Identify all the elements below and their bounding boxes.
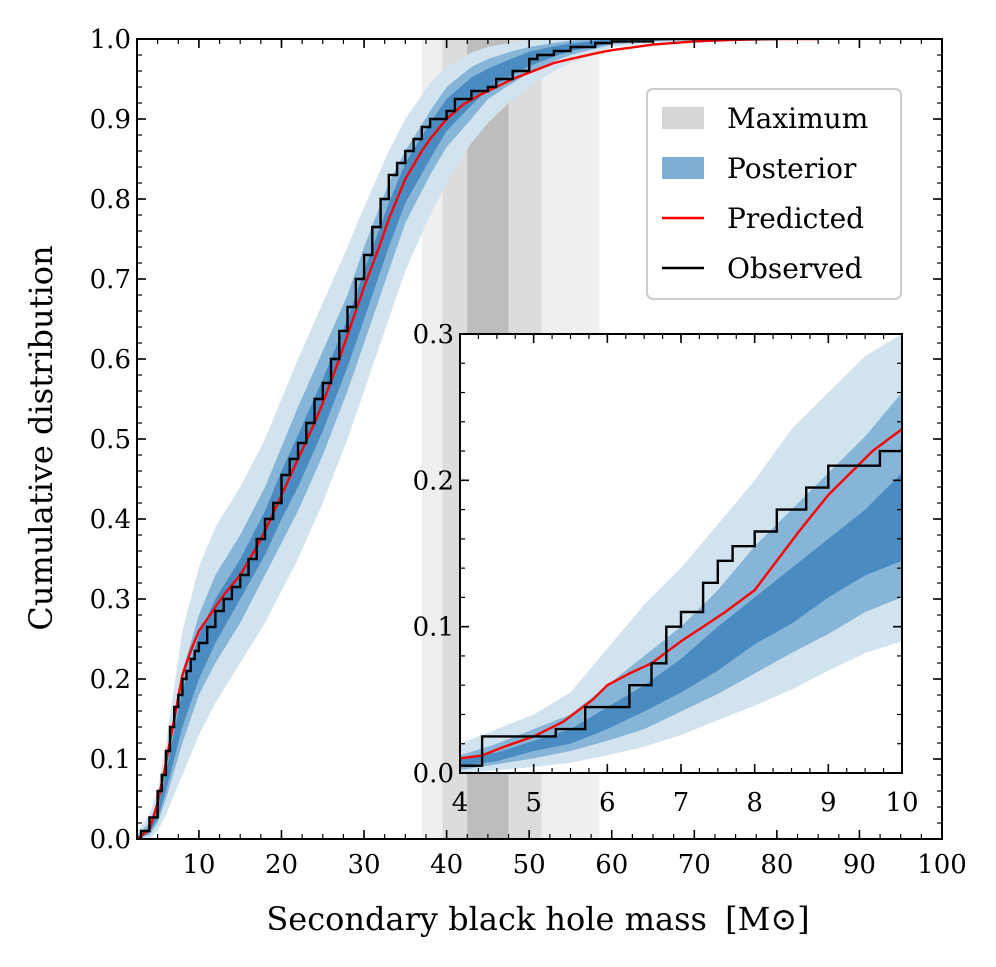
main-x-tick-label: 20 xyxy=(265,850,298,880)
main-x-tick-label: 40 xyxy=(430,850,463,880)
main-x-tick-label: 70 xyxy=(678,850,711,880)
inset-x-tick-label: 10 xyxy=(885,788,918,818)
legend-item-observed: Observed xyxy=(662,252,863,285)
y-axis-title: Cumulative distribution xyxy=(22,245,60,630)
inset-y-tick-label: 0.3 xyxy=(413,320,454,350)
main-posterior-band-outer xyxy=(137,39,819,839)
x-axis-title-unit: [M⊙] xyxy=(725,900,810,938)
main-y-tick-label: 0.7 xyxy=(90,265,131,295)
x-axis-title: Secondary black hole mass [M⊙] xyxy=(266,900,809,938)
inset-observed-line xyxy=(460,443,902,767)
posterior-label: Posterior xyxy=(727,152,857,185)
main-ticks xyxy=(136,38,943,840)
posterior-swatch xyxy=(662,157,704,179)
main-x-tick-label: 30 xyxy=(348,850,381,880)
main-y-tick-label: 0.8 xyxy=(90,185,131,215)
main-x-tick-label: 50 xyxy=(513,850,546,880)
maximum-label: Maximum xyxy=(727,102,868,135)
predicted-label: Predicted xyxy=(727,202,864,235)
main-y-tick-label: 0.0 xyxy=(90,825,131,855)
main-y-tick-label: 1.0 xyxy=(90,25,131,55)
inset-x-tick-label: 4 xyxy=(452,788,469,818)
inset-x-tick-label: 6 xyxy=(599,788,616,818)
main-x-tick-label: 90 xyxy=(843,850,876,880)
main-y-tick-label: 0.1 xyxy=(90,745,131,775)
main-x-tick-label: 10 xyxy=(182,850,215,880)
main-x-tick-label: 80 xyxy=(760,850,793,880)
main-y-tick-label: 0.3 xyxy=(90,585,131,615)
legend: Maximum Posterior Predicted Observed xyxy=(646,88,902,300)
main-y-tick-label: 0.6 xyxy=(90,345,131,375)
main-observed-line xyxy=(137,39,777,839)
legend-box xyxy=(646,88,902,300)
main-y-tick-label: 0.5 xyxy=(90,425,131,455)
inset-y-tick-label: 0.0 xyxy=(413,759,454,789)
observed-label: Observed xyxy=(727,252,863,285)
inset-y-tick-label: 0.2 xyxy=(413,466,454,496)
inset-y-tick-label: 0.1 xyxy=(413,613,454,643)
main-x-tick-label: 60 xyxy=(595,850,628,880)
inset-ticks xyxy=(459,333,903,774)
maximum-swatch xyxy=(662,107,704,129)
main-y-tick-label: 0.2 xyxy=(90,665,131,695)
legend-item-predicted: Predicted xyxy=(662,202,864,235)
inset-x-tick-label: 7 xyxy=(673,788,690,818)
main-x-tick-label: 100 xyxy=(917,850,967,880)
main-predicted-line xyxy=(137,39,819,839)
inset-plot-area xyxy=(460,334,902,773)
inset-posterior-band-outer xyxy=(460,334,902,773)
axis-titles: Secondary black hole mass [M⊙] Cumulativ… xyxy=(22,245,810,938)
legend-item-maximum: Maximum xyxy=(662,102,868,135)
main-y-tick-label: 0.4 xyxy=(90,505,131,535)
inset-x-tick-label: 8 xyxy=(746,788,763,818)
main-y-tick-label: 0.9 xyxy=(90,105,131,135)
inset-x-tick-label: 9 xyxy=(820,788,837,818)
x-axis-title-text: Secondary black hole mass xyxy=(266,900,707,938)
inset-x-tick-label: 5 xyxy=(525,788,542,818)
legend-item-posterior: Posterior xyxy=(662,152,857,185)
inset-plot: 4 5 6 7 8 9 10 0.0 0.1 0.2 0.3 xyxy=(413,320,919,818)
